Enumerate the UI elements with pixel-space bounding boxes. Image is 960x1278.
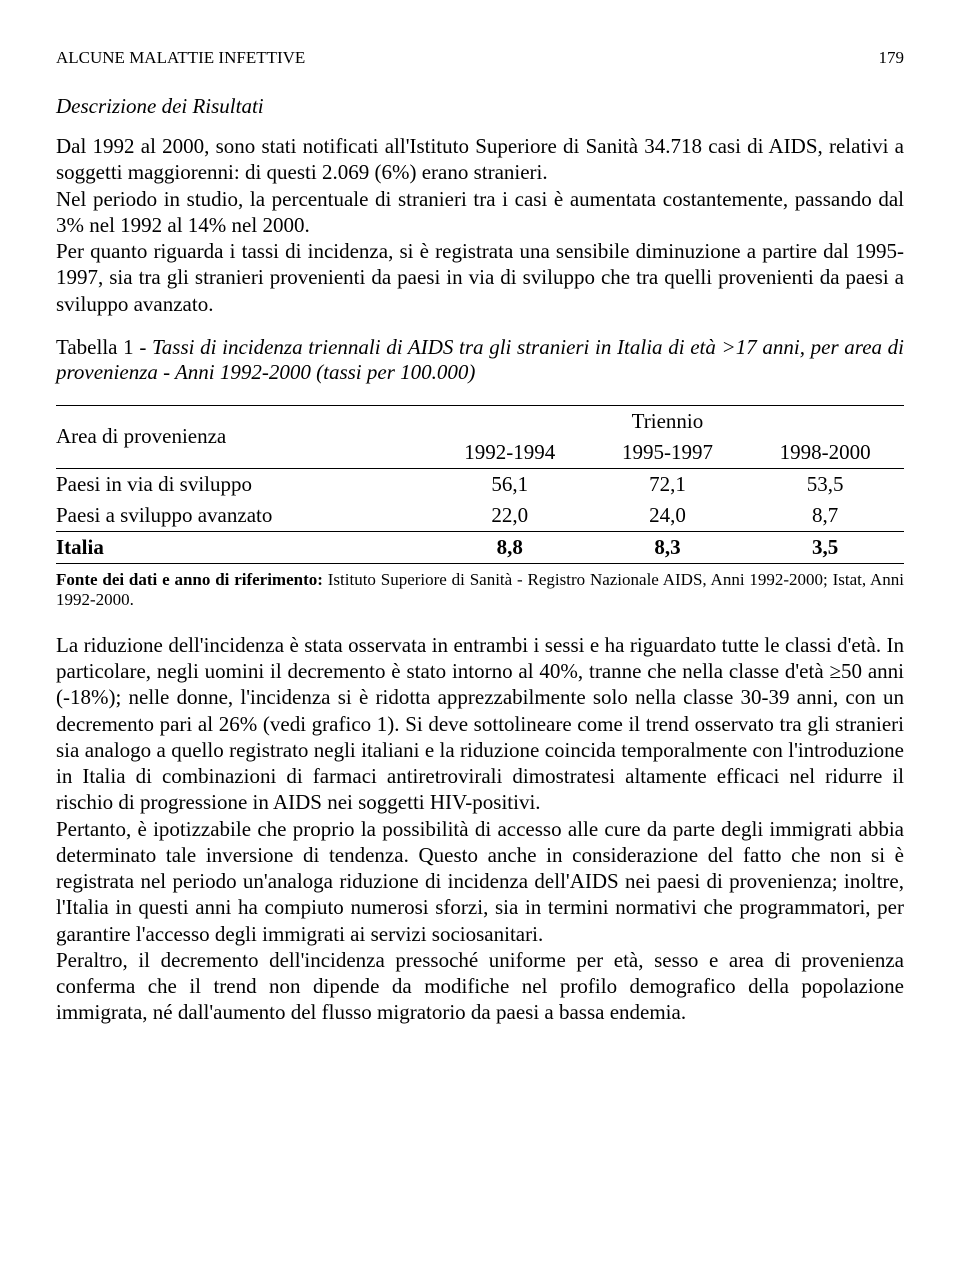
- total-cell: 8,3: [589, 531, 747, 563]
- table-cell: 72,1: [589, 468, 747, 500]
- footnote-label: Fonte dei dati e anno di riferimento:: [56, 570, 323, 589]
- paragraph-6: Peraltro, il decremento dell'incidenza p…: [56, 947, 904, 1026]
- total-row-label: Italia: [56, 531, 431, 563]
- table-title: Tassi di incidenza triennali di AIDS tra…: [56, 335, 904, 384]
- incidence-table: Area di provenienza Triennio 1992-1994 1…: [56, 405, 904, 564]
- page-number: 179: [879, 48, 905, 68]
- table-cell: 56,1: [431, 468, 589, 500]
- col-group-header: Triennio: [431, 405, 904, 437]
- col-header-2: 1995-1997: [589, 437, 747, 469]
- col-header-1: 1992-1994: [431, 437, 589, 469]
- row-header: Area di provenienza: [56, 405, 431, 468]
- table-row: Paesi in via di sviluppo: [56, 468, 431, 500]
- paragraph-5: Pertanto, è ipotizzabile che proprio la …: [56, 816, 904, 947]
- table-cell: 8,7: [746, 500, 904, 532]
- table-row: Paesi a sviluppo avanzato: [56, 500, 431, 532]
- table-cell: 24,0: [589, 500, 747, 532]
- table-footnote: Fonte dei dati e anno di riferimento: Is…: [56, 570, 904, 610]
- col-header-3: 1998-2000: [746, 437, 904, 469]
- paragraph-3: Per quanto riguarda i tassi di incidenza…: [56, 238, 904, 317]
- paragraph-4: La riduzione dell'incidenza è stata osse…: [56, 632, 904, 816]
- paragraph-1: Dal 1992 al 2000, sono stati notificati …: [56, 133, 904, 186]
- table-label: Tabella 1: [56, 335, 134, 359]
- total-cell: 3,5: [746, 531, 904, 563]
- table-cell: 22,0: [431, 500, 589, 532]
- paragraph-2: Nel periodo in studio, la percentuale di…: [56, 186, 904, 239]
- section-title: Descrizione dei Risultati: [56, 94, 904, 119]
- running-title: ALCUNE MALATTIE INFETTIVE: [56, 48, 305, 68]
- table-cell: 53,5: [746, 468, 904, 500]
- table-caption: Tabella 1 - Tassi di incidenza triennali…: [56, 335, 904, 385]
- page-header: ALCUNE MALATTIE INFETTIVE 179: [56, 48, 904, 68]
- total-cell: 8,8: [431, 531, 589, 563]
